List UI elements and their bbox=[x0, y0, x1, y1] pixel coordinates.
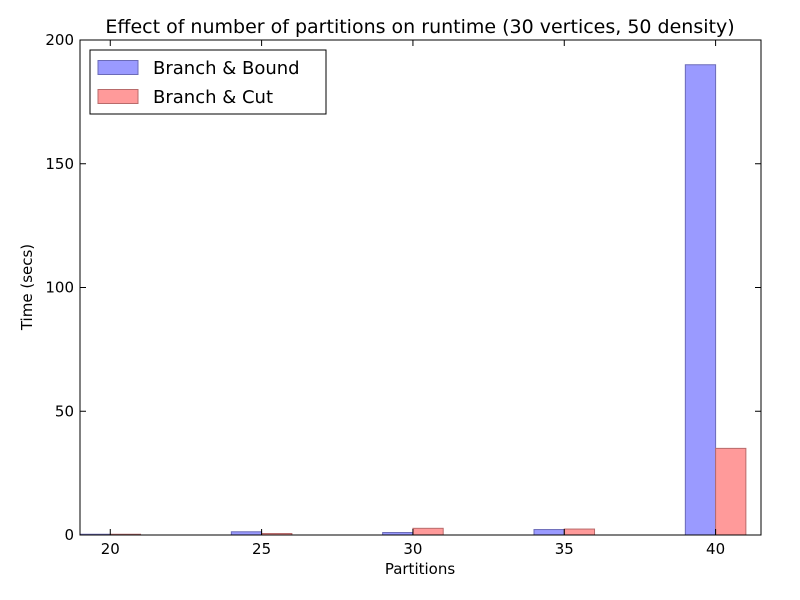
y-tick-label: 150 bbox=[45, 155, 74, 173]
bar-branch-cut-30 bbox=[412, 527, 444, 536]
bar-branch-cut-40 bbox=[715, 447, 747, 536]
y-axis-label: Time (secs) bbox=[18, 244, 36, 331]
x-tick-label: 30 bbox=[403, 540, 422, 558]
legend-swatch-branch-cut bbox=[97, 89, 139, 104]
y-tick-label: 0 bbox=[64, 526, 74, 544]
y-tick-label: 100 bbox=[45, 279, 74, 297]
bar-branch-cut-35 bbox=[563, 528, 596, 536]
y-tick-label: 200 bbox=[45, 31, 74, 49]
x-tick-label: 40 bbox=[706, 540, 725, 558]
x-tick-label: 25 bbox=[252, 540, 271, 558]
x-axis-label: Partitions bbox=[385, 560, 456, 578]
y-axis: 0 50 100 150 200 bbox=[45, 31, 761, 544]
bar-branch-bound-35 bbox=[533, 529, 565, 536]
legend-label-branch-bound: Branch & Bound bbox=[153, 58, 300, 79]
chart-title: Effect of number of partitions on runtim… bbox=[105, 16, 734, 38]
x-tick-label: 35 bbox=[555, 540, 574, 558]
bar-branch-bound-40 bbox=[684, 64, 717, 536]
y-tick-label: 50 bbox=[55, 402, 74, 420]
x-tick-label: 20 bbox=[101, 540, 120, 558]
x-axis: 20 25 30 35 40 bbox=[101, 40, 725, 558]
legend: Branch & Bound Branch & Cut bbox=[89, 49, 327, 115]
legend-swatch-branch-bound bbox=[97, 60, 139, 75]
legend-label-branch-cut: Branch & Cut bbox=[153, 87, 273, 108]
